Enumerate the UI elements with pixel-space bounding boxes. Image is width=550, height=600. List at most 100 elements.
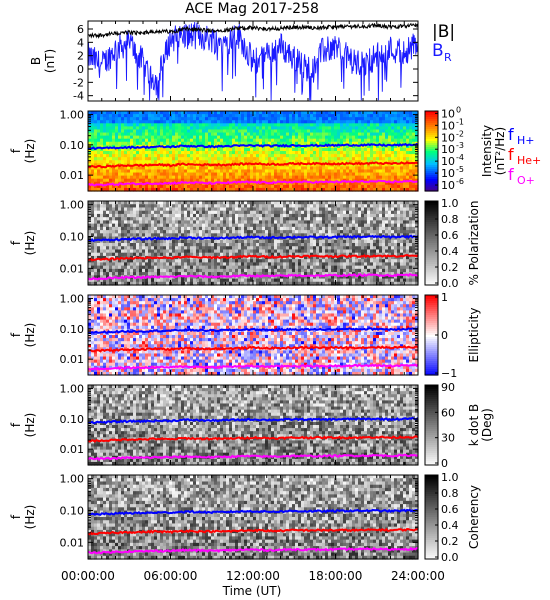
heatmap-cell	[226, 175, 230, 180]
heatmap-cell	[367, 169, 371, 174]
heatmap-cell	[259, 175, 263, 180]
heatmap-cell	[136, 217, 140, 221]
colorbar-step	[425, 139, 438, 142]
heatmap-cell	[160, 213, 164, 218]
heatmap-cell	[205, 243, 209, 247]
heatmap-cell	[238, 201, 242, 205]
heatmap-cell	[253, 233, 257, 238]
heatmap-cell	[136, 120, 140, 124]
heatmap-cell	[187, 160, 191, 164]
heatmap-cell	[127, 178, 131, 183]
heatmap-cell	[238, 217, 242, 221]
heatmap-cell	[145, 223, 149, 228]
heatmap-cell	[304, 151, 308, 155]
heatmap-cell	[118, 154, 122, 158]
heatmap-cell	[313, 178, 317, 183]
heatmap-cell	[238, 210, 242, 215]
heatmap-cell	[382, 111, 386, 115]
b-total-series-line	[87, 22, 419, 39]
heatmap-cell	[88, 217, 92, 221]
heatmap-cell	[214, 230, 218, 234]
heatmap-cell	[187, 223, 191, 228]
heatmap-cell	[181, 111, 185, 115]
heatmap-cell	[127, 184, 131, 189]
heatmap-cell	[337, 120, 341, 124]
heatmap-cell	[364, 126, 368, 131]
heatmap-cell	[307, 147, 311, 152]
heatmap-cell	[106, 272, 110, 276]
heatmap-cell	[214, 151, 218, 155]
heatmap-cell	[157, 246, 161, 251]
heatmap-cell	[130, 129, 134, 134]
heatmap-cell	[187, 207, 191, 212]
heatmap-cell	[193, 123, 197, 127]
heatmap-cell	[199, 265, 203, 270]
heatmap-cell	[400, 151, 404, 155]
heatmap-cell	[172, 178, 176, 183]
heatmap-cell	[382, 114, 386, 118]
heatmap-cell	[256, 207, 260, 212]
heatmap-cell	[301, 166, 305, 171]
heatmap-cell	[127, 223, 131, 228]
heatmap-cell	[268, 243, 272, 247]
heatmap-cell	[232, 265, 236, 270]
heatmap-cell	[412, 151, 416, 155]
heatmap-cell	[133, 120, 137, 124]
heatmap-cell	[379, 166, 383, 171]
heatmap-cell	[211, 252, 215, 257]
heatmap-cell	[127, 151, 131, 155]
heatmap-cell	[286, 252, 290, 257]
heatmap-cell	[277, 226, 281, 231]
colorbar-step	[425, 155, 438, 158]
heatmap-cell	[307, 135, 311, 140]
heatmap-cell	[151, 184, 155, 189]
heatmap-cell	[106, 204, 110, 209]
heatmap-cell	[154, 243, 158, 247]
heatmap-cell	[214, 220, 218, 225]
heatmap-cell	[100, 265, 104, 270]
heatmap-cell	[130, 132, 134, 137]
heatmap-cell	[226, 138, 230, 143]
heatmap-cell	[247, 272, 251, 276]
heatmap-cell	[229, 213, 233, 218]
heatmap-cell	[412, 135, 416, 140]
heatmap-cell	[181, 278, 185, 283]
heatmap-cell	[343, 138, 347, 143]
heatmap-cell	[346, 111, 350, 115]
heatmap-cell	[247, 166, 251, 171]
heatmap-cell	[214, 117, 218, 121]
heatmap-cell	[286, 278, 290, 283]
heatmap-cell	[118, 236, 122, 241]
heatmap-cell	[229, 223, 233, 228]
heatmap-cell	[145, 249, 149, 254]
heatmap-cell	[178, 178, 182, 183]
heatmap-cell	[373, 147, 377, 152]
heatmap-cell	[232, 204, 236, 209]
heatmap-cell	[115, 207, 119, 212]
heatmap-cell	[316, 132, 320, 137]
heatmap-cell	[220, 213, 224, 218]
heatmap-cell	[91, 141, 95, 146]
heatmap-cell	[232, 123, 236, 127]
heatmap-cell	[136, 129, 140, 134]
heatmap-cell	[262, 138, 266, 143]
heatmap-cell	[190, 120, 194, 124]
heatmap-cell	[244, 210, 248, 215]
heatmap-cell	[229, 166, 233, 171]
heatmap-cell	[352, 117, 356, 121]
heatmap-cell	[334, 138, 338, 143]
heatmap-cell	[178, 154, 182, 158]
heatmap-cell	[307, 138, 311, 143]
heatmap-cell	[265, 226, 269, 231]
heatmap-cell	[262, 246, 266, 251]
heatmap-cell	[172, 210, 176, 215]
heatmap-cell	[181, 272, 185, 276]
heatmap-cell	[256, 217, 260, 221]
heatmap-cell	[232, 278, 236, 283]
heatmap-cell	[268, 272, 272, 276]
heatmap-cell	[247, 178, 251, 183]
heatmap-cell	[217, 138, 221, 143]
heatmap-cell	[175, 157, 179, 161]
heatmap-cell	[100, 223, 104, 228]
heatmap-cell	[262, 141, 266, 146]
